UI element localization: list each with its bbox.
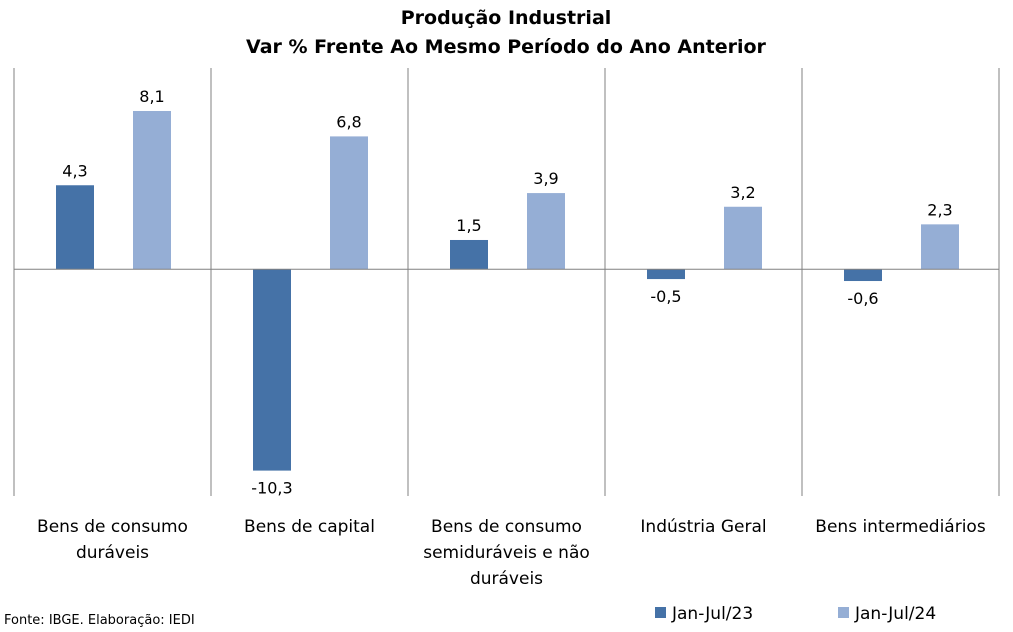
category-label-line: semiduráveis e não (423, 543, 590, 563)
chart-title: Produção Industrial (401, 7, 612, 29)
value-label: 2,3 (927, 200, 952, 219)
legend-label: Jan-Jul/23 (671, 604, 753, 624)
value-labels: 4,3 -10,3 1,5 -0,5 -0,6 8,1 6,8 3,9 3,2 2,3 (62, 87, 952, 498)
value-label: -0,5 (650, 287, 681, 306)
value-label: 4,3 (62, 161, 87, 180)
category-separators (13, 68, 1000, 496)
legend-swatch (838, 607, 849, 618)
category-labels: Bens de consumo duráveis Bens de capital Be… (37, 517, 986, 589)
value-label: 6,8 (336, 112, 361, 131)
value-label: 3,9 (533, 169, 558, 188)
bar-jan-jul-24 (330, 136, 368, 270)
bar-jan-jul-23 (56, 185, 94, 270)
category-label: Bens de capital (244, 517, 375, 537)
category-label-line: duráveis (76, 543, 149, 563)
category-label-line: Bens intermediários (815, 517, 986, 537)
category-label: Bens de consumo semiduráveis e não durávei… (423, 517, 590, 589)
value-label: 8,1 (139, 87, 164, 106)
value-label: 1,5 (456, 216, 481, 235)
bar-jan-jul-23 (647, 269, 685, 280)
category-label-line: Bens de consumo (431, 517, 582, 537)
value-label: -10,3 (251, 479, 292, 498)
bar-jan-jul-23 (253, 269, 291, 471)
bars (56, 110, 959, 471)
legend: Jan-Jul/23 Jan-Jul/24 (655, 604, 936, 624)
category-label: Indústria Geral (640, 517, 766, 537)
bar-jan-jul-24 (921, 224, 959, 270)
category-label-line: Indústria Geral (640, 517, 766, 537)
bar-jan-jul-24 (527, 193, 565, 270)
category-label-line: Bens de consumo (37, 517, 188, 537)
category-label: Bens intermediários (815, 517, 986, 537)
legend-label: Jan-Jul/24 (854, 604, 936, 624)
category-label: Bens de consumo duráveis (37, 517, 188, 563)
bar-jan-jul-23 (450, 239, 488, 270)
legend-swatch (655, 607, 666, 618)
value-label: -0,6 (847, 289, 878, 308)
bar-jan-jul-24 (133, 110, 171, 270)
category-label-line: Bens de capital (244, 517, 375, 537)
bar-jan-jul-23 (844, 269, 882, 282)
category-label-line: duráveis (470, 569, 543, 589)
chart-subtitle: Var % Frente Ao Mesmo Período do Ano Ant… (246, 36, 767, 58)
source-note: Fonte: IBGE. Elaboração: IEDI (4, 613, 195, 628)
bar-jan-jul-24 (724, 206, 762, 270)
value-label: 3,2 (730, 183, 755, 202)
